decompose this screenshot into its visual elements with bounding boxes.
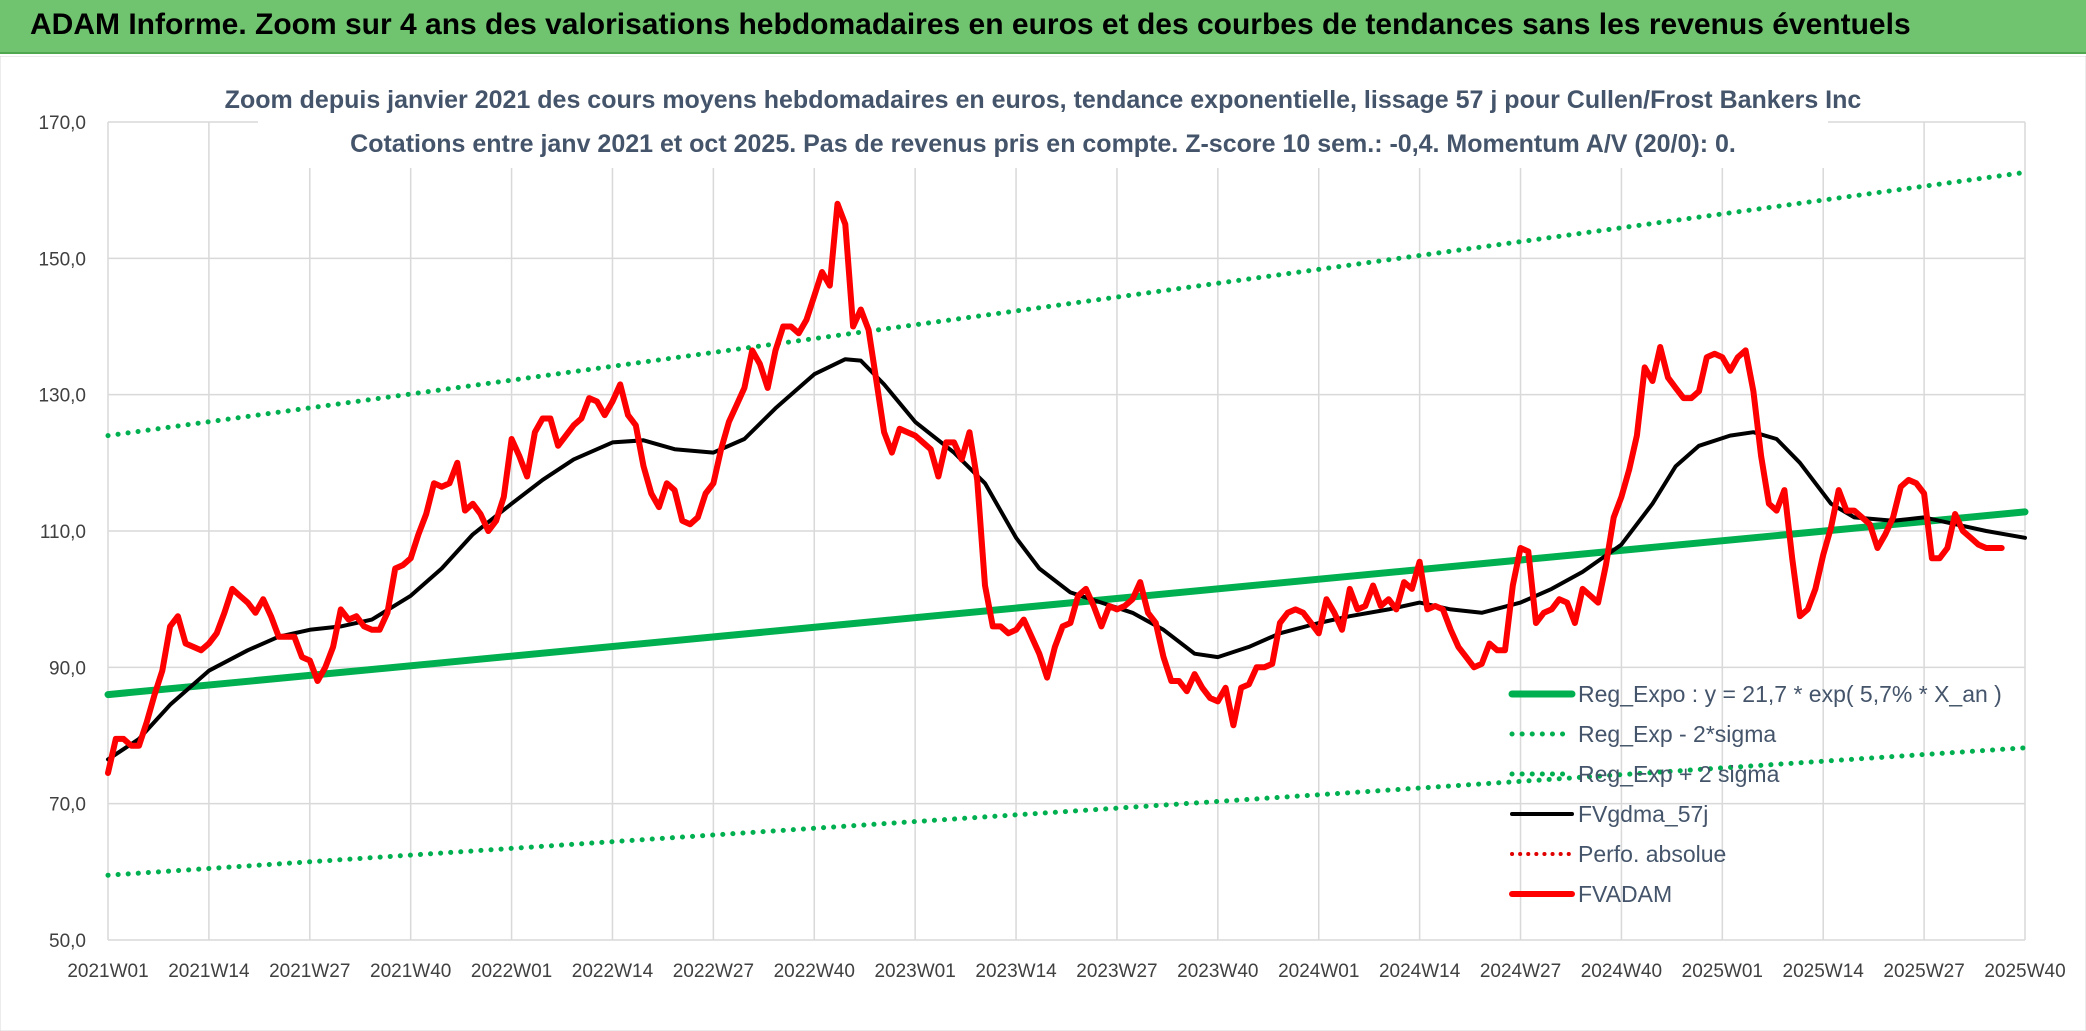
x-tick-label: 2023W40 bbox=[1177, 961, 1258, 982]
x-tick-label: 2022W01 bbox=[471, 961, 552, 982]
chart-subtitle: Cotations entre janv 2021 et oct 2025. P… bbox=[350, 130, 1736, 158]
y-tick-label: 130,0 bbox=[38, 386, 86, 407]
chart-area bbox=[0, 56, 2086, 1031]
x-tick-label: 2025W01 bbox=[1682, 961, 1763, 982]
x-tick-label: 2025W14 bbox=[1783, 961, 1865, 982]
report-title: ADAM Informe. Zoom sur 4 ans des valoris… bbox=[30, 8, 1911, 41]
series-line-reg_plus bbox=[105, 169, 2028, 439]
x-tick-label: 2022W14 bbox=[572, 961, 654, 982]
x-tick-label: 2023W01 bbox=[874, 961, 955, 982]
x-tick-label: 2024W14 bbox=[1379, 961, 1461, 982]
x-tick-label: 2023W27 bbox=[1076, 961, 1157, 982]
y-tick-label: 110,0 bbox=[40, 522, 86, 543]
y-tick-label: 150,0 bbox=[38, 249, 86, 270]
chart-title: Zoom depuis janvier 2021 des cours moyen… bbox=[225, 86, 1862, 114]
x-tick-label: 2025W27 bbox=[1883, 961, 1964, 982]
legend-label-reg_plus: Reg_Exp + 2 sigma bbox=[1578, 761, 1780, 787]
legend-label-fvgdma: FVgdma_57j bbox=[1578, 801, 1708, 827]
x-tick-label: 2024W01 bbox=[1278, 961, 1359, 982]
x-tick-label: 2024W27 bbox=[1480, 961, 1561, 982]
series-line-fvadam bbox=[105, 200, 2005, 776]
legend-label-fvadam: FVADAM bbox=[1578, 881, 1672, 907]
series-layer bbox=[104, 169, 2029, 878]
series-line-reg_minus bbox=[105, 745, 2028, 878]
x-tick-label: 2022W27 bbox=[673, 961, 754, 982]
legend-label-perfo: Perfo. absolue bbox=[1578, 841, 1726, 867]
legend-label-reg_expo: Reg_Expo : y = 21,7 * exp( 5,7% * X_an ) bbox=[1578, 681, 2002, 707]
x-tick-label: 2024W40 bbox=[1581, 961, 1662, 982]
y-tick-label: 50,0 bbox=[49, 931, 86, 952]
title-backdrop bbox=[258, 78, 1828, 168]
y-tick-label: 70,0 bbox=[49, 795, 86, 816]
x-tick-label: 2022W40 bbox=[774, 961, 855, 982]
x-tick-label: 2025W40 bbox=[1984, 961, 2065, 982]
x-tick-label: 2021W27 bbox=[269, 961, 350, 982]
x-tick-label: 2021W01 bbox=[67, 961, 148, 982]
y-tick-label: 90,0 bbox=[49, 658, 86, 679]
chart-legend: Reg_Expo : y = 21,7 * exp( 5,7% * X_an )… bbox=[1508, 681, 2002, 907]
valuation-chart: Zoom depuis janvier 2021 des cours moyen… bbox=[0, 56, 2086, 1031]
series-line-reg_expo bbox=[104, 508, 2029, 699]
series-line-fvgdma bbox=[106, 357, 2027, 762]
x-tick-label: 2021W14 bbox=[168, 961, 250, 982]
report-banner: ADAM Informe. Zoom sur 4 ans des valoris… bbox=[0, 0, 2086, 54]
axis-labels: 50,0 70,0 90,0 110,0 130,0 150,0 170,0 2021W01 2… bbox=[38, 113, 2065, 982]
y-tick-label: 170,0 bbox=[38, 113, 86, 134]
x-tick-label: 2021W40 bbox=[370, 961, 451, 982]
x-tick-label: 2023W14 bbox=[975, 961, 1057, 982]
legend-label-reg_minus: Reg_Exp - 2*sigma bbox=[1578, 721, 1776, 747]
